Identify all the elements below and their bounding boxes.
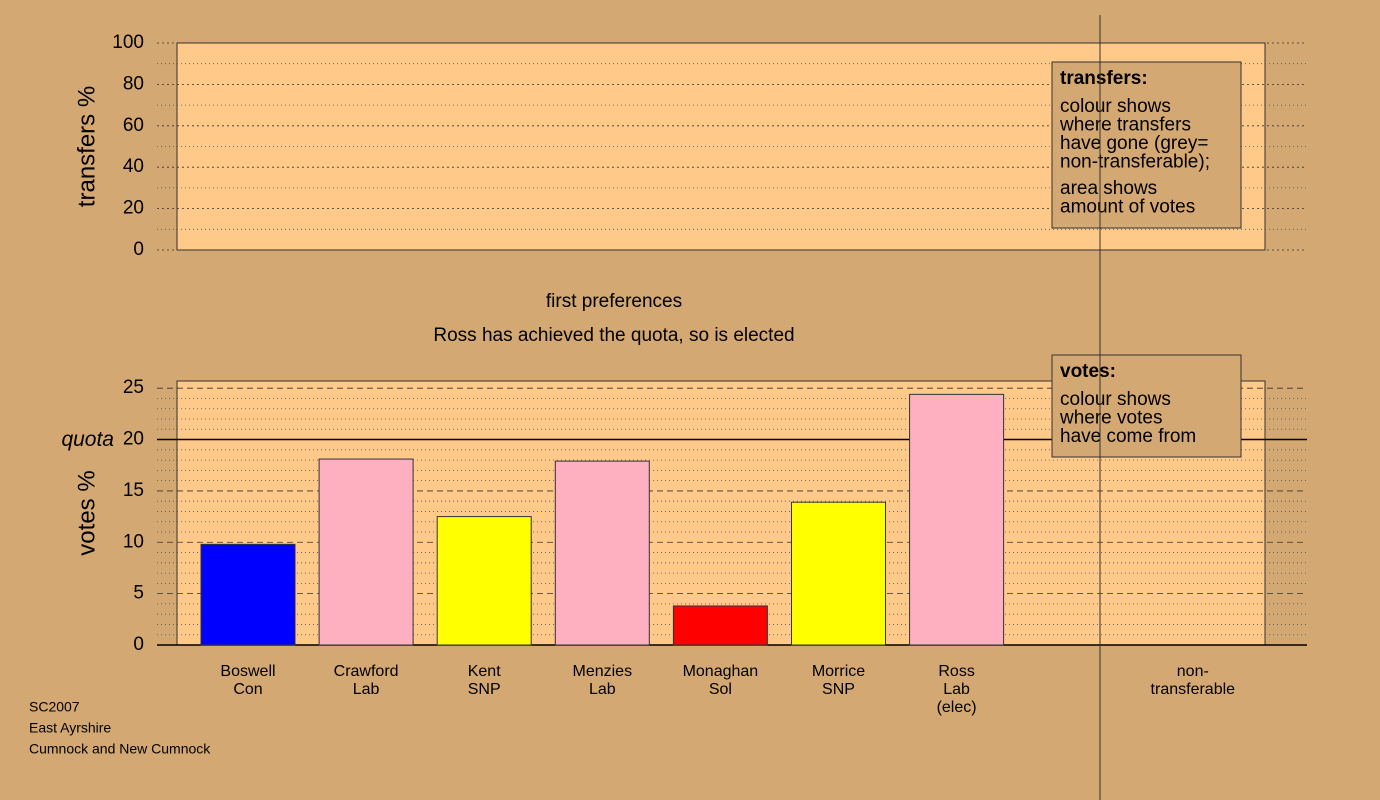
y-axis-label: transfers % — [73, 86, 100, 207]
y-tick-label: 80 — [123, 73, 144, 94]
legend-text: colour shows — [1060, 96, 1171, 117]
x-tick-label: Lab — [589, 681, 616, 698]
footer-text: SC2007 — [29, 699, 80, 715]
y-tick-label: 25 — [123, 377, 144, 398]
x-tick-label: Kent — [468, 663, 501, 680]
subtitle: first preferences — [546, 291, 682, 312]
y-tick-label: 40 — [123, 156, 144, 177]
bar — [318, 458, 414, 646]
y-tick-label: 100 — [112, 32, 144, 53]
bar — [791, 501, 886, 646]
bar — [436, 516, 532, 646]
bar — [672, 605, 768, 646]
x-tick-label: Monaghan — [683, 663, 759, 680]
y-axis-label: votes % — [73, 470, 100, 555]
bar — [554, 460, 650, 646]
x-tick-label: Lab — [353, 681, 380, 698]
legend-text: have gone (grey= — [1060, 133, 1208, 154]
legend-text: have come from — [1060, 426, 1196, 447]
y-tick-label: 20 — [123, 198, 144, 219]
footer-text: East Ayrshire — [29, 720, 111, 736]
legend-box — [1051, 354, 1242, 458]
footer-text: Cumnock and New Cumnock — [29, 741, 211, 757]
x-tick-label: Menzies — [573, 663, 633, 680]
title: Ross has achieved the quota, so is elect… — [433, 325, 794, 346]
x-tick-label: Morrice — [812, 663, 865, 680]
x-tick-label: Con — [233, 681, 262, 698]
legend-box — [1051, 61, 1242, 229]
x-tick-label: Ross — [938, 663, 974, 680]
legend-title: transfers: — [1060, 68, 1148, 89]
x-tick-label: Boswell — [220, 663, 275, 680]
legend-text: non-transferable); — [1060, 152, 1210, 173]
x-tick-label: transferable — [1151, 681, 1236, 698]
legend-text: where votes — [1059, 408, 1162, 429]
quota-label: quota — [61, 428, 114, 451]
bar — [200, 543, 296, 646]
y-tick-label: 15 — [123, 480, 144, 501]
y-tick-label: 10 — [123, 531, 144, 552]
x-tick-label: SNP — [468, 681, 501, 698]
legend-text: colour shows — [1060, 389, 1171, 410]
y-tick-label: 0 — [133, 239, 144, 260]
x-tick-label: (elec) — [937, 699, 977, 716]
x-tick-label: Lab — [943, 681, 970, 698]
legend-text: amount of votes — [1060, 197, 1195, 218]
legend-text: where transfers — [1059, 115, 1191, 136]
bar — [909, 393, 1005, 646]
x-tick-label: Crawford — [334, 663, 399, 680]
y-tick-label: 60 — [123, 115, 144, 136]
x-tick-label: SNP — [822, 681, 855, 698]
y-tick-label: 20 — [123, 429, 144, 450]
y-tick-label: 0 — [133, 634, 144, 655]
x-tick-label: non- — [1177, 663, 1209, 680]
x-tick-label: Sol — [709, 681, 732, 698]
legend-text: area shows — [1060, 178, 1157, 199]
legend-title: votes: — [1060, 361, 1116, 382]
y-tick-label: 5 — [133, 583, 144, 604]
